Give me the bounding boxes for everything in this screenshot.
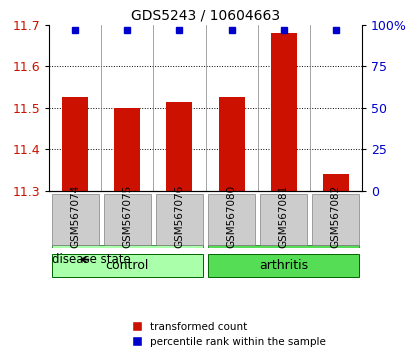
FancyBboxPatch shape <box>156 194 203 245</box>
Bar <box>62 97 88 191</box>
FancyBboxPatch shape <box>208 194 255 245</box>
Text: GSM567082: GSM567082 <box>331 185 341 248</box>
Bar <box>166 102 192 191</box>
Text: GSM567074: GSM567074 <box>70 185 80 248</box>
Bar <box>219 97 245 191</box>
FancyBboxPatch shape <box>260 194 307 245</box>
FancyBboxPatch shape <box>208 245 359 247</box>
Legend: transformed count, percentile rank within the sample: transformed count, percentile rank withi… <box>124 319 328 349</box>
Bar <box>270 33 297 191</box>
Text: GSM567080: GSM567080 <box>226 185 236 248</box>
Bar <box>323 174 349 191</box>
FancyBboxPatch shape <box>208 254 359 278</box>
Text: arthritis: arthritis <box>259 259 308 273</box>
Text: disease state: disease state <box>52 253 131 266</box>
FancyBboxPatch shape <box>52 245 203 247</box>
Text: control: control <box>106 259 149 273</box>
Title: GDS5243 / 10604663: GDS5243 / 10604663 <box>131 8 280 22</box>
FancyBboxPatch shape <box>104 194 151 245</box>
Text: GSM567075: GSM567075 <box>122 185 132 248</box>
Text: GSM567076: GSM567076 <box>175 185 185 248</box>
FancyBboxPatch shape <box>52 254 203 278</box>
Bar <box>114 108 141 191</box>
Text: GSM567081: GSM567081 <box>279 185 289 248</box>
FancyBboxPatch shape <box>52 194 99 245</box>
FancyBboxPatch shape <box>312 194 359 245</box>
